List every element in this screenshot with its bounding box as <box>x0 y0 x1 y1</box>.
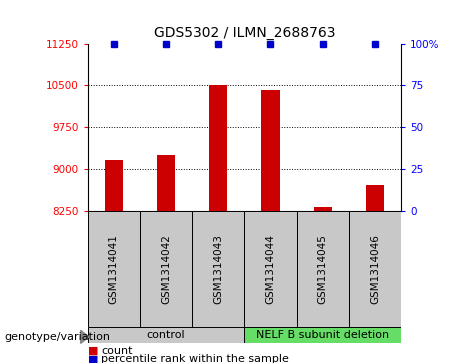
Text: ■: ■ <box>88 346 98 356</box>
Bar <box>366 185 384 211</box>
Bar <box>244 327 401 343</box>
Bar <box>261 90 279 211</box>
Bar <box>244 211 296 327</box>
Text: GSM1314041: GSM1314041 <box>109 234 119 303</box>
Bar <box>88 211 140 327</box>
Title: GDS5302 / ILMN_2688763: GDS5302 / ILMN_2688763 <box>154 26 335 40</box>
Bar <box>157 155 175 211</box>
Text: GSM1314045: GSM1314045 <box>318 234 328 303</box>
Text: count: count <box>101 346 133 356</box>
Bar <box>296 211 349 327</box>
Text: percentile rank within the sample: percentile rank within the sample <box>101 354 290 363</box>
Text: GSM1314044: GSM1314044 <box>266 234 276 303</box>
Bar <box>209 85 227 211</box>
Text: genotype/variation: genotype/variation <box>5 332 111 342</box>
Text: control: control <box>147 330 185 340</box>
Text: GSM1314042: GSM1314042 <box>161 234 171 303</box>
Text: NELF B subunit deletion: NELF B subunit deletion <box>256 330 389 340</box>
Polygon shape <box>81 330 89 343</box>
Bar <box>88 327 244 343</box>
Bar <box>349 211 401 327</box>
Text: GSM1314046: GSM1314046 <box>370 234 380 303</box>
Bar <box>313 207 332 211</box>
Bar <box>140 211 192 327</box>
Text: ■: ■ <box>88 354 98 363</box>
Bar <box>192 211 244 327</box>
Text: GSM1314043: GSM1314043 <box>213 234 223 303</box>
Bar <box>105 160 123 211</box>
